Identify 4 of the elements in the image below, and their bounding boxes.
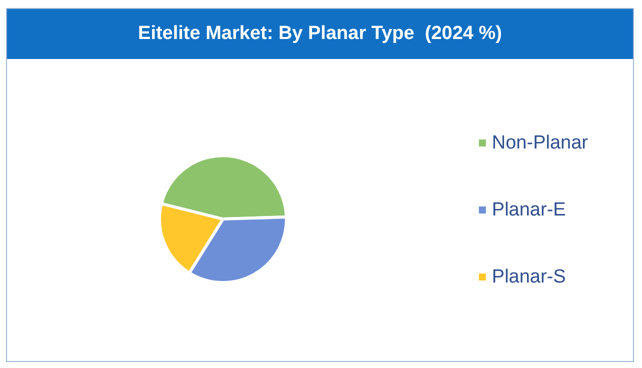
legend-label: Planar-E — [492, 200, 566, 220]
legend-label: Non-Planar — [492, 132, 589, 154]
legend-label: Planar-S — [492, 266, 566, 288]
chart-title: Eitelite Market: By Planar Type (2024 %) — [7, 9, 633, 59]
